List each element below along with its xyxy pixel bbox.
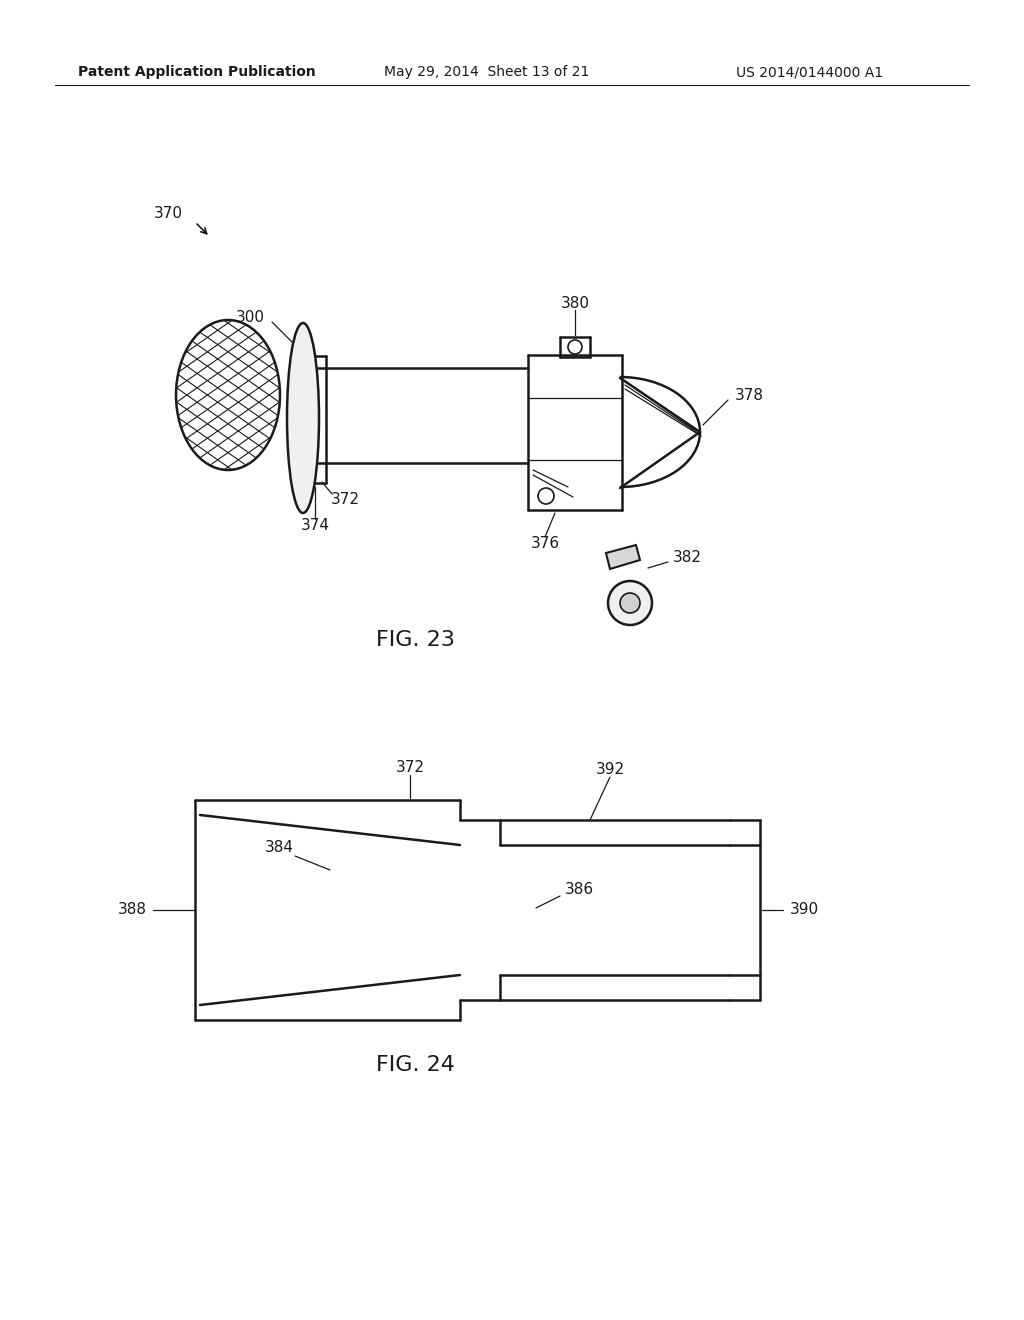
Ellipse shape [287,323,319,513]
Text: FIG. 23: FIG. 23 [376,630,455,649]
Text: May 29, 2014  Sheet 13 of 21: May 29, 2014 Sheet 13 of 21 [384,65,590,79]
Text: 372: 372 [395,760,425,776]
Text: 382: 382 [673,550,702,565]
Text: 374: 374 [300,517,330,532]
Text: 370: 370 [154,206,183,220]
Text: 388: 388 [118,903,147,917]
Text: 300: 300 [236,310,265,326]
Circle shape [620,593,640,612]
Circle shape [608,581,652,624]
Text: 376: 376 [530,536,559,550]
Text: 390: 390 [790,903,819,917]
Text: 380: 380 [560,296,590,310]
Text: 392: 392 [595,763,625,777]
Text: 372: 372 [331,492,359,507]
Polygon shape [606,545,640,569]
Text: 384: 384 [265,841,294,855]
Text: FIG. 24: FIG. 24 [376,1055,455,1074]
Text: US 2014/0144000 A1: US 2014/0144000 A1 [736,65,884,79]
Text: 378: 378 [735,388,764,403]
Text: 386: 386 [565,883,594,898]
Text: Patent Application Publication: Patent Application Publication [78,65,315,79]
